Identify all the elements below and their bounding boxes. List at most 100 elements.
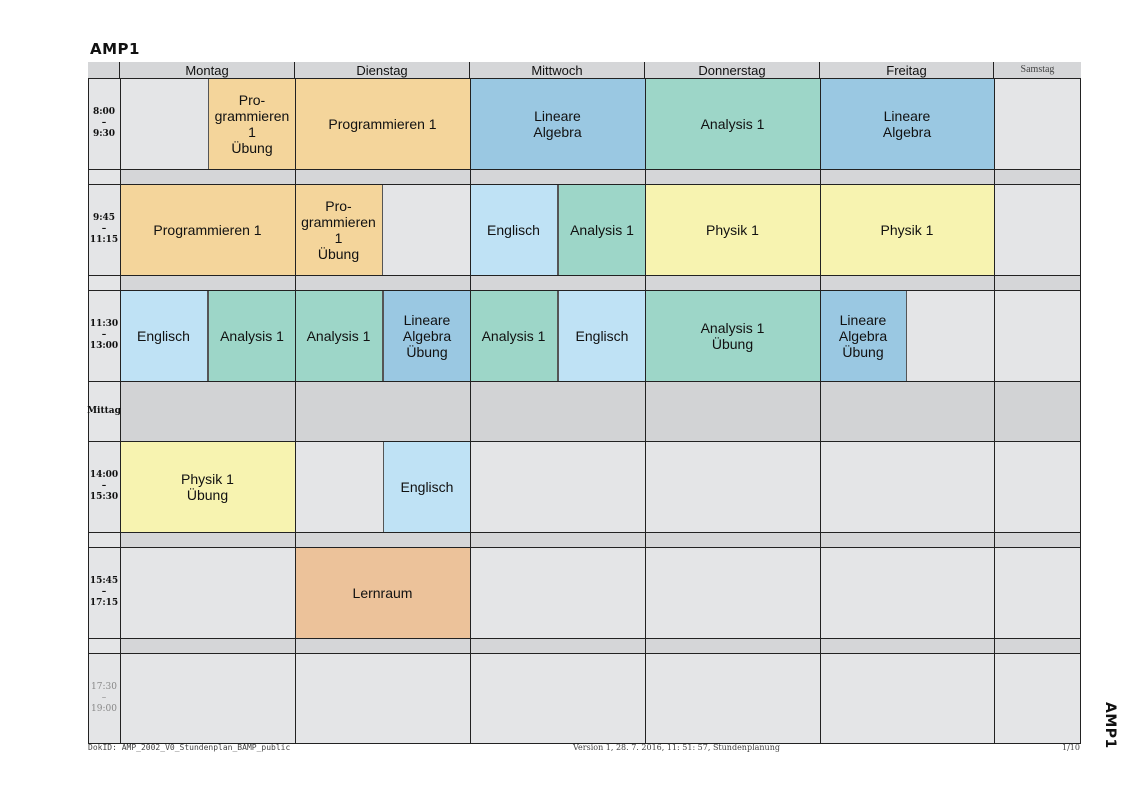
timetable: Pro- grammieren 1 Übung Programmieren 1 Li… bbox=[87, 62, 1081, 744]
grid-line-vertical bbox=[120, 62, 121, 744]
empty-cell bbox=[994, 184, 1081, 275]
time-column-bg bbox=[88, 78, 120, 744]
grid-line-horizontal bbox=[88, 381, 1081, 382]
header-day-freitag: Freitag bbox=[820, 62, 994, 78]
course-block: Analysis 1 bbox=[558, 184, 645, 275]
time-slot-4: 14:00 – 15:30 bbox=[88, 441, 120, 532]
empty-cell bbox=[295, 653, 470, 744]
time-slot-end: 11:15 bbox=[89, 235, 119, 245]
time-slot-end: 17:15 bbox=[89, 598, 119, 608]
grid-line-vertical bbox=[994, 62, 995, 744]
time-slot-end: 19:00 bbox=[91, 704, 117, 714]
course-block: Lernraum bbox=[295, 547, 470, 638]
mittag-cell bbox=[645, 381, 820, 441]
mittag-cell bbox=[295, 381, 470, 441]
time-slot-start: 9:45 bbox=[92, 213, 116, 223]
course-block: Englisch bbox=[470, 184, 558, 275]
break-row bbox=[88, 638, 1081, 653]
grid-line-horizontal bbox=[88, 78, 1081, 79]
empty-cell bbox=[470, 441, 645, 532]
time-slot-start: 8:00 bbox=[92, 107, 116, 117]
course-block: Analysis 1 bbox=[645, 78, 820, 169]
time-slot-end: 15:30 bbox=[89, 492, 119, 502]
time-slot-separator: – bbox=[101, 118, 107, 128]
time-slot-separator: – bbox=[101, 330, 107, 340]
time-slot-separator: – bbox=[101, 587, 107, 597]
header-day-mittwoch: Mittwoch bbox=[470, 62, 645, 78]
course-block: Analysis 1 Übung bbox=[645, 290, 820, 381]
time-slot-start: 17:30 bbox=[91, 682, 117, 692]
empty-cell bbox=[645, 441, 820, 532]
footer-page: 1/10 bbox=[1062, 743, 1080, 752]
course-block: Lineare Algebra Übung bbox=[820, 290, 907, 381]
course-block: Lineare Algebra bbox=[820, 78, 994, 169]
grid-line-vertical bbox=[645, 62, 646, 744]
time-slot-6: 17:30 – 19:00 bbox=[88, 653, 120, 744]
empty-cell bbox=[994, 290, 1081, 381]
empty-cell bbox=[470, 653, 645, 744]
course-block: Englisch bbox=[383, 441, 470, 532]
header-corner bbox=[88, 62, 120, 78]
time-slot-mittag: Mittag bbox=[87, 381, 121, 441]
grid-line-horizontal bbox=[88, 290, 1081, 291]
course-block: Programmieren 1 bbox=[120, 184, 295, 275]
course-block: Englisch bbox=[558, 290, 645, 381]
grid-line-horizontal bbox=[88, 653, 1081, 654]
footer-doc-id: DokID: AMP_2002_V0_Stundenplan_BAMP_publ… bbox=[88, 743, 291, 752]
time-slot-separator: – bbox=[101, 693, 107, 703]
break-row bbox=[88, 275, 1081, 290]
empty-cell bbox=[645, 653, 820, 744]
header-day-dienstag: Dienstag bbox=[295, 62, 470, 78]
grid-line-horizontal bbox=[88, 169, 1081, 170]
time-slot-start: 11:30 bbox=[89, 319, 119, 329]
time-slot-3: 11:30 – 13:00 bbox=[88, 290, 120, 381]
course-block: Analysis 1 bbox=[295, 290, 383, 381]
grid-line-vertical bbox=[820, 62, 821, 744]
mittag-cell bbox=[470, 381, 645, 441]
grid-line-vertical bbox=[295, 62, 296, 744]
time-slot-start: 15:45 bbox=[89, 576, 119, 586]
course-block: Pro- grammieren 1 Übung bbox=[295, 184, 383, 275]
empty-cell bbox=[994, 547, 1081, 638]
break-row bbox=[88, 532, 1081, 547]
time-slot-separator: – bbox=[101, 481, 107, 491]
header-day-samstag: Samstag bbox=[994, 62, 1081, 78]
header-day-montag: Montag bbox=[120, 62, 295, 78]
mittag-cell bbox=[820, 381, 994, 441]
empty-cell bbox=[470, 547, 645, 638]
course-block: Programmieren 1 bbox=[295, 78, 470, 169]
side-title: AMP1 bbox=[1102, 702, 1118, 749]
course-block: Physik 1 bbox=[645, 184, 820, 275]
empty-cell bbox=[994, 653, 1081, 744]
document-title: AMP1 bbox=[90, 40, 140, 58]
time-slot-end: 13:00 bbox=[89, 341, 119, 351]
course-block: Lineare Algebra Übung bbox=[383, 290, 470, 381]
course-block: Lineare Algebra bbox=[470, 78, 645, 169]
course-block: Analysis 1 bbox=[470, 290, 558, 381]
mittag-cell bbox=[994, 381, 1081, 441]
time-slot-5: 15:45 – 17:15 bbox=[88, 547, 120, 638]
time-slot-start: 14:00 bbox=[89, 470, 119, 480]
grid-line-horizontal bbox=[88, 547, 1081, 548]
time-slot-2: 9:45 – 11:15 bbox=[88, 184, 120, 275]
empty-cell bbox=[820, 653, 994, 744]
empty-cell bbox=[645, 547, 820, 638]
empty-cell bbox=[120, 653, 295, 744]
course-block: Analysis 1 bbox=[208, 290, 295, 381]
grid-line-horizontal bbox=[88, 532, 1081, 533]
time-slot-end: 9:30 bbox=[92, 129, 116, 139]
course-block: Physik 1 bbox=[820, 184, 994, 275]
break-row bbox=[88, 169, 1081, 184]
course-block: Pro- grammieren 1 Übung bbox=[208, 78, 295, 169]
grid-line-horizontal bbox=[88, 441, 1081, 442]
empty-cell bbox=[994, 78, 1081, 169]
empty-cell bbox=[820, 547, 994, 638]
time-slot-label: Mittag bbox=[87, 405, 121, 416]
mittag-cell bbox=[120, 381, 295, 441]
grid-line-horizontal bbox=[88, 275, 1081, 276]
grid-line-horizontal bbox=[88, 184, 1081, 185]
course-block: Physik 1 Übung bbox=[120, 441, 295, 532]
footer-version: Version 1, 28. 7. 2016, 11: 51: 57, Stun… bbox=[573, 743, 780, 752]
grid-line-vertical bbox=[470, 62, 471, 744]
table-frame bbox=[88, 62, 1081, 744]
